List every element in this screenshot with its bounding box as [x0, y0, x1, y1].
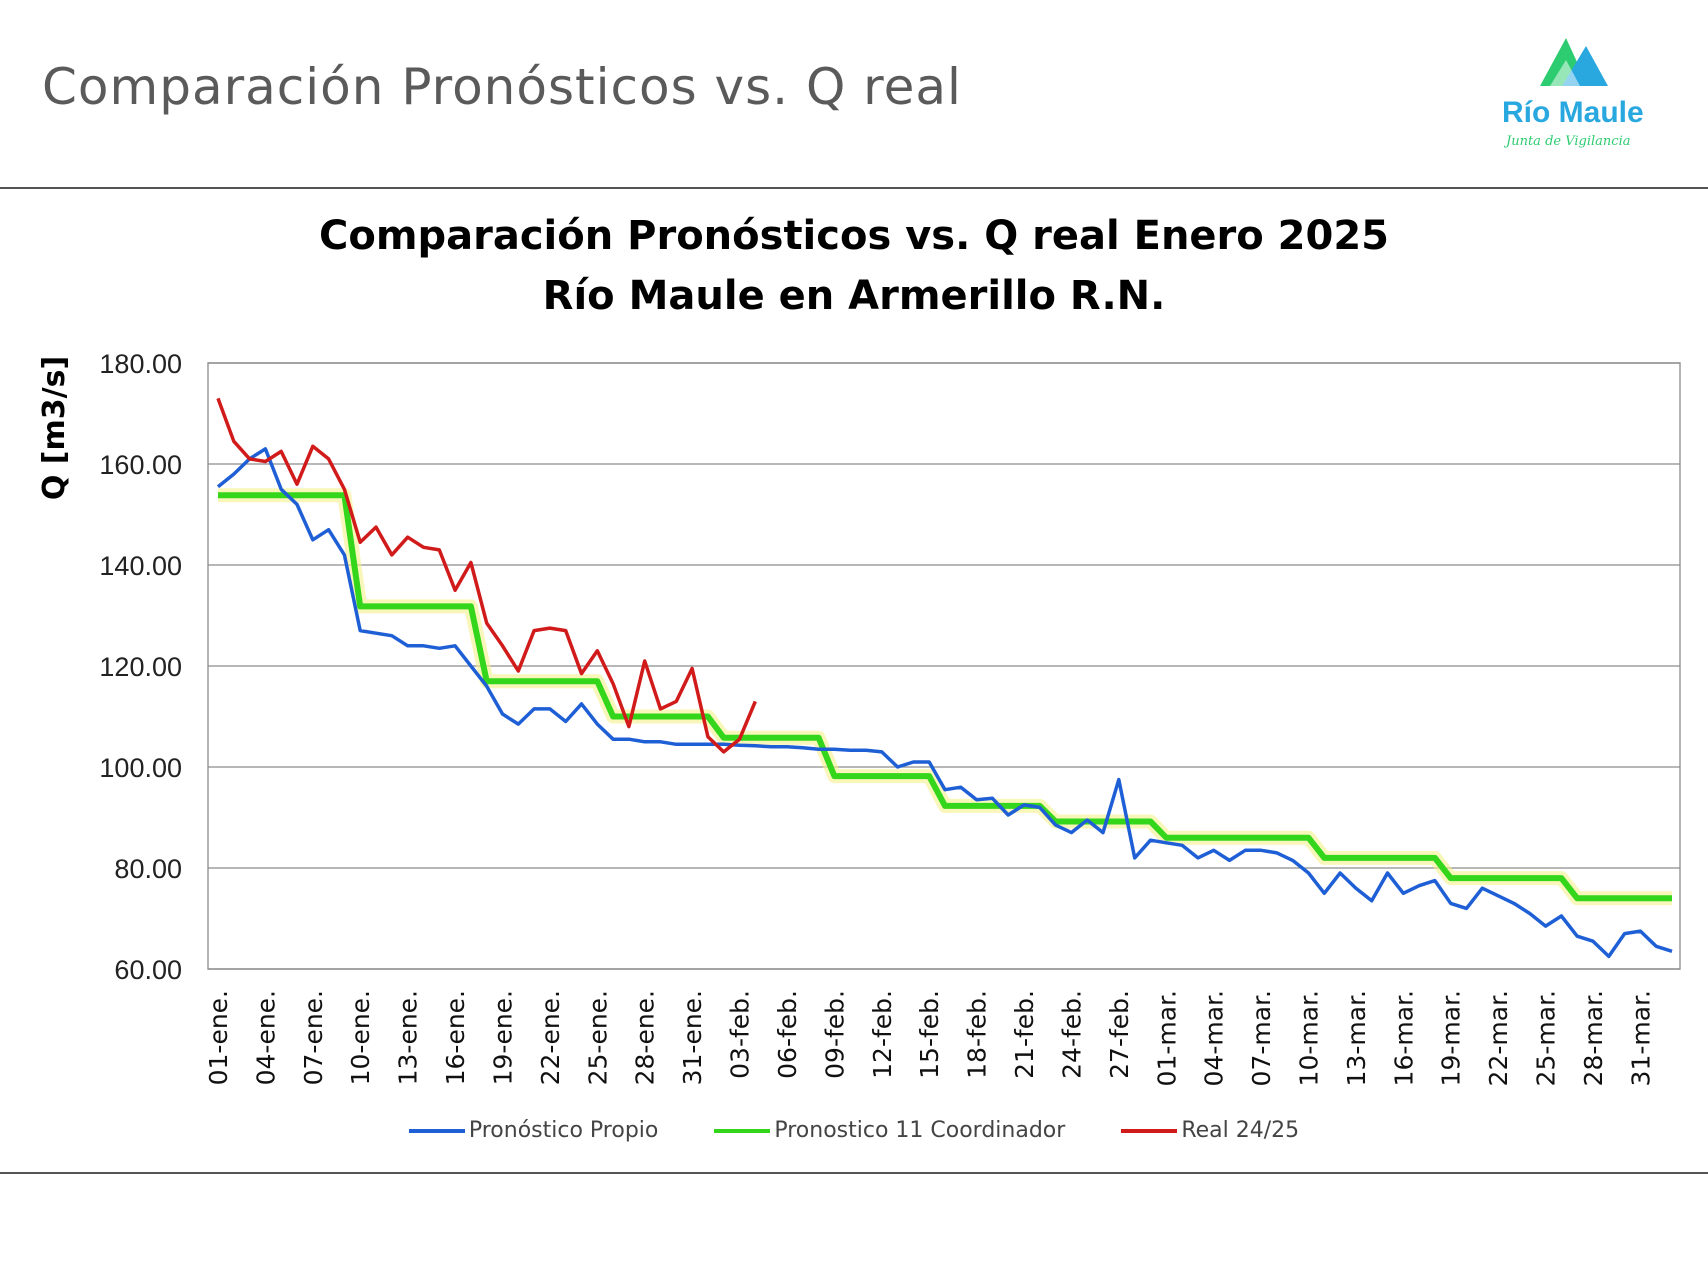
x-tick-label: 22-mar. — [1484, 990, 1513, 1086]
slide-title: Comparación Pronósticos vs. Q real — [42, 58, 962, 116]
x-tick-label: 12-feb. — [868, 990, 897, 1079]
legend-swatch — [1121, 1128, 1178, 1133]
rio-maule-logo-icon — [1540, 38, 1608, 86]
legend-item: Pronóstico Propio — [408, 1118, 659, 1143]
y-axis-label: Q [m3/s] — [37, 356, 72, 500]
x-tick-label: 22-ene. — [536, 990, 565, 1085]
logo-tagline: Junta de Vigilancia — [1506, 134, 1631, 149]
x-tick-label: 18-feb. — [963, 990, 992, 1079]
x-tick-label: 07-ene. — [299, 990, 328, 1085]
line-chart: 60.00 80.00 100.00 120.00 140.00 160.00 180.00… — [37, 349, 1681, 1086]
x-tick-label: 28-mar. — [1579, 990, 1608, 1086]
chart-title-line-1: Comparación Pronósticos vs. Q real Enero… — [318, 213, 1390, 259]
legend-swatch — [408, 1128, 465, 1133]
y-tick-label: 60.00 — [114, 955, 182, 985]
x-tick-label: 27-feb. — [1105, 990, 1134, 1079]
y-tick-label: 140.00 — [99, 551, 182, 581]
x-tick-label: 01-mar. — [1152, 990, 1181, 1086]
x-tick-label: 31-ene. — [678, 990, 707, 1085]
x-tick-label: 21-feb. — [1010, 990, 1039, 1079]
x-tick-label: 04-mar. — [1200, 990, 1229, 1086]
legend-item: Pronostico 11 Coordinador — [714, 1118, 1065, 1143]
legend-swatch — [714, 1128, 771, 1133]
x-tick-label: 13-ene. — [394, 990, 423, 1085]
legend-item: Real 24/25 — [1121, 1118, 1299, 1143]
y-tick-label: 80.00 — [114, 854, 182, 884]
logo-name: Río Maule — [1502, 96, 1644, 129]
y-tick-label: 160.00 — [99, 450, 182, 480]
y-tick-label: 120.00 — [99, 652, 182, 682]
chart-legend: Pronóstico Propio Pronostico 11 Coordinad… — [0, 1118, 1708, 1143]
y-tick-label: 100.00 — [99, 753, 182, 783]
x-tick-label: 03-feb. — [726, 990, 755, 1079]
x-tick-label: 04-ene. — [251, 990, 280, 1085]
chart-frame — [0, 187, 1708, 1174]
x-tick-label: 09-feb. — [820, 990, 849, 1079]
legend-label: Pronóstico Propio — [468, 1118, 659, 1143]
x-tick-label: 10-mar. — [1295, 990, 1324, 1086]
x-tick-label: 24-feb. — [1057, 990, 1086, 1079]
x-tick-label: 10-ene. — [346, 990, 375, 1085]
x-tick-label: 16-ene. — [441, 990, 470, 1085]
series-line-glow — [218, 488, 1672, 906]
x-tick-label: 01-ene. — [204, 990, 233, 1085]
series-line-real — [216, 397, 757, 754]
x-tick-label: 07-mar. — [1247, 990, 1276, 1086]
x-tick-label: 13-mar. — [1342, 990, 1371, 1086]
y-tick-label: 180.00 — [99, 349, 182, 379]
series-line-coordinador — [218, 492, 1672, 902]
x-tick-label: 19-mar. — [1437, 990, 1466, 1086]
legend-label: Real 24/25 — [1181, 1118, 1300, 1143]
x-tick-label: 25-mar. — [1532, 990, 1561, 1086]
x-tick-label: 19-ene. — [488, 990, 517, 1085]
x-tick-label: 16-mar. — [1389, 990, 1418, 1086]
series-line-propio — [216, 447, 1673, 959]
chart-title-line-2: Río Maule en Armerillo R.N. — [542, 273, 1166, 319]
x-tick-label: 15-feb. — [915, 990, 944, 1079]
legend-label: Pronostico 11 Coordinador — [774, 1118, 1066, 1143]
x-tick-label: 31-mar. — [1626, 990, 1655, 1086]
x-tick-label: 25-ene. — [583, 990, 612, 1085]
x-tick-label: 28-ene. — [631, 990, 660, 1085]
x-tick-label: 06-feb. — [773, 990, 802, 1079]
